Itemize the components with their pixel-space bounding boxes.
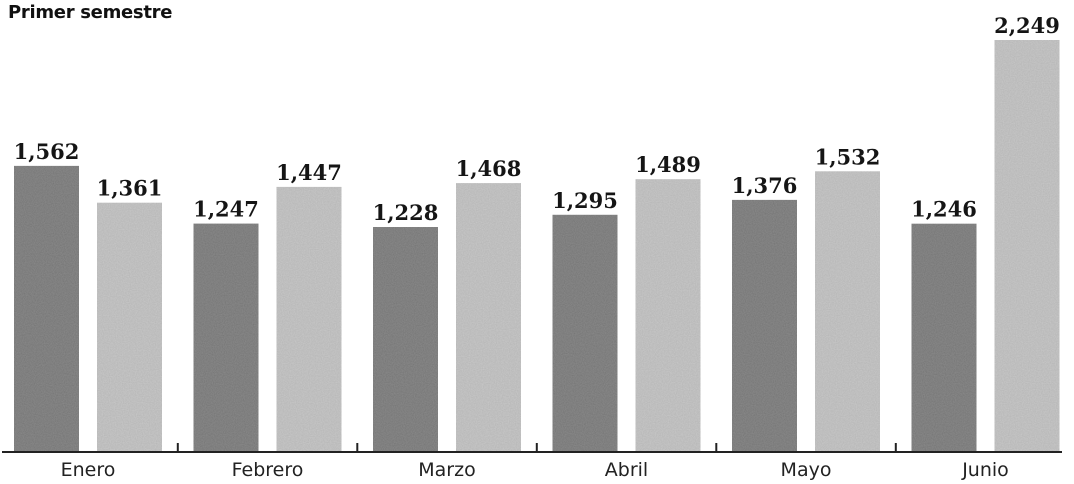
bar-enero-2 <box>97 202 162 452</box>
value-label-febrero-2: 1,447 <box>276 160 342 185</box>
value-label-abril-2: 1,489 <box>635 152 701 177</box>
bar-febrero-1 <box>193 223 259 452</box>
bar-mayo-1 <box>732 199 797 452</box>
value-label-enero-1: 1,562 <box>14 139 80 164</box>
bars-layer <box>14 40 1060 453</box>
x-tick-label-marzo: Marzo <box>418 459 475 481</box>
bar-marzo-2 <box>456 183 521 452</box>
bar-abril-1 <box>552 214 618 452</box>
value-label-febrero-1: 1,247 <box>193 197 259 222</box>
bar-junio-2 <box>994 40 1060 452</box>
bar-abril-2 <box>635 179 701 452</box>
value-label-marzo-2: 1,468 <box>456 156 522 181</box>
value-labels-layer: 1,562 1,361 1,247 1,447 1,228 1,468 1,295 1,489… <box>14 13 1060 225</box>
bar-marzo-1 <box>373 227 438 452</box>
value-label-enero-2: 1,361 <box>97 176 163 201</box>
value-label-abril-1: 1,295 <box>552 188 618 213</box>
value-label-mayo-1: 1,376 <box>732 173 798 198</box>
bar-junio-1 <box>911 223 977 452</box>
x-tick-label-febrero: Febrero <box>232 459 304 481</box>
x-axis <box>2 443 1062 453</box>
x-tick-label-abril: Abril <box>605 459 648 481</box>
chart-title: Primer semestre <box>8 2 173 23</box>
value-label-junio-1: 1,246 <box>911 197 977 222</box>
x-tick-label-mayo: Mayo <box>781 459 832 481</box>
x-tick-label-enero: Enero <box>61 459 116 481</box>
x-tick-label-junio: Junio <box>961 459 1009 481</box>
bar-febrero-2 <box>276 186 342 452</box>
value-label-mayo-2: 1,532 <box>815 144 881 169</box>
x-tick-labels: Enero Febrero Marzo Abril Mayo Junio <box>61 459 1009 481</box>
bar-mayo-2 <box>815 171 880 453</box>
value-label-marzo-1: 1,228 <box>373 200 439 225</box>
value-label-junio-2: 2,249 <box>994 13 1060 38</box>
bar-enero-1 <box>14 165 79 452</box>
